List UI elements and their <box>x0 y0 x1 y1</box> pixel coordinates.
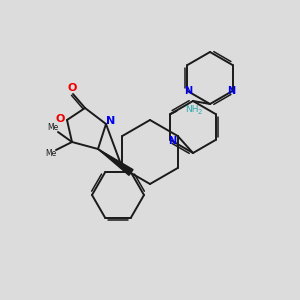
Text: 2: 2 <box>197 109 202 115</box>
Text: N: N <box>184 86 193 96</box>
Text: N: N <box>227 86 236 96</box>
Text: N: N <box>168 136 176 146</box>
Text: O: O <box>55 114 65 124</box>
Text: Me: Me <box>45 149 57 158</box>
Text: O: O <box>67 83 77 93</box>
Text: N: N <box>106 116 116 126</box>
Text: Me: Me <box>47 124 58 133</box>
Polygon shape <box>98 149 133 175</box>
Text: NH: NH <box>185 106 199 115</box>
